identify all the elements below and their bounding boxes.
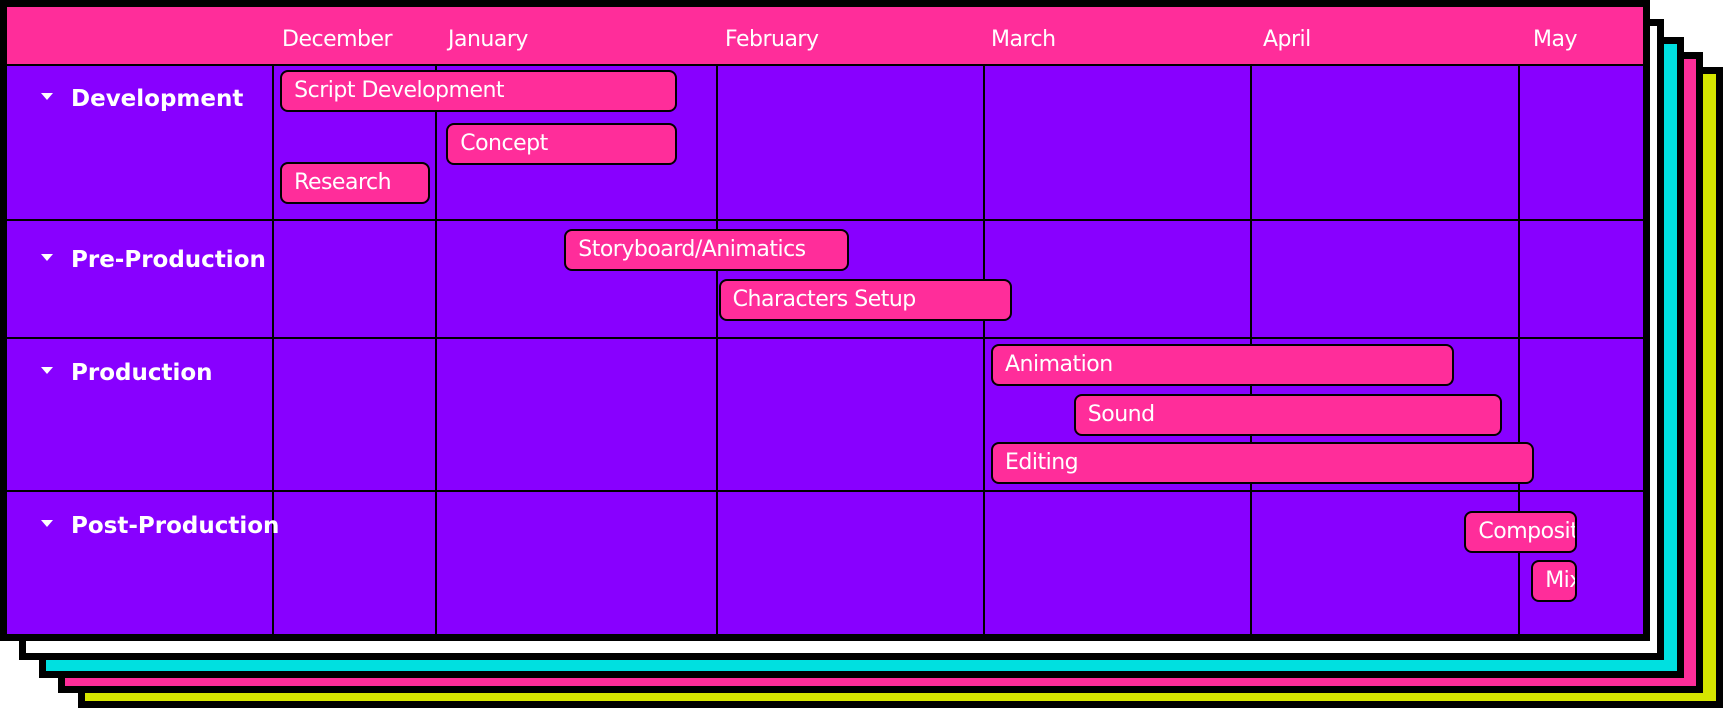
task-bar-editing[interactable]: Editing bbox=[991, 442, 1534, 484]
grid-row-separator bbox=[7, 337, 1643, 339]
month-label-february: February bbox=[725, 27, 819, 52]
month-label-january: January bbox=[448, 27, 528, 52]
grid-vertical-line bbox=[272, 66, 274, 634]
grid-row-separator bbox=[7, 219, 1643, 221]
group-label-development[interactable]: Development bbox=[41, 86, 243, 112]
grid-vertical-line bbox=[1518, 66, 1520, 634]
task-bar-characters-setup[interactable]: Characters Setup bbox=[718, 279, 1013, 321]
task-bar-script-development[interactable]: Script Development bbox=[280, 70, 677, 112]
task-bar-animation[interactable]: Animation bbox=[991, 344, 1454, 386]
group-name: Pre-Production bbox=[71, 247, 266, 273]
task-bar-mixing[interactable]: Mixing bbox=[1531, 560, 1578, 602]
collapse-arrow-icon[interactable] bbox=[41, 254, 53, 261]
collapse-arrow-icon[interactable] bbox=[41, 520, 53, 527]
group-label-production[interactable]: Production bbox=[41, 360, 213, 386]
timeline-header: December January February March April May bbox=[7, 7, 1643, 66]
collapse-arrow-icon[interactable] bbox=[41, 93, 53, 100]
gantt-chart: December January February March April May Dev… bbox=[0, 0, 1650, 641]
task-bar-concept[interactable]: Concept bbox=[446, 123, 677, 165]
month-label-december: December bbox=[282, 27, 393, 52]
group-name: Development bbox=[71, 86, 244, 112]
task-bar-storyboard-animatics[interactable]: Storyboard/Animatics bbox=[564, 229, 850, 271]
task-bar-composition[interactable]: Composition bbox=[1464, 511, 1578, 553]
month-label-march: March bbox=[991, 27, 1056, 52]
grid-vertical-line bbox=[716, 66, 718, 634]
grid-vertical-line bbox=[983, 66, 985, 634]
group-label-post-production[interactable]: Post-Production bbox=[41, 513, 279, 539]
group-name: Post-Production bbox=[71, 513, 280, 539]
group-label-pre-production[interactable]: Pre-Production bbox=[41, 247, 266, 273]
task-bar-sound[interactable]: Sound bbox=[1073, 394, 1502, 436]
grid-vertical-line bbox=[435, 66, 437, 634]
group-name: Production bbox=[71, 360, 213, 386]
month-label-april: April bbox=[1263, 27, 1311, 52]
month-label-may: May bbox=[1533, 27, 1577, 52]
collapse-arrow-icon[interactable] bbox=[41, 367, 53, 374]
grid-row-separator bbox=[7, 490, 1643, 492]
task-bar-research[interactable]: Research bbox=[280, 162, 431, 204]
